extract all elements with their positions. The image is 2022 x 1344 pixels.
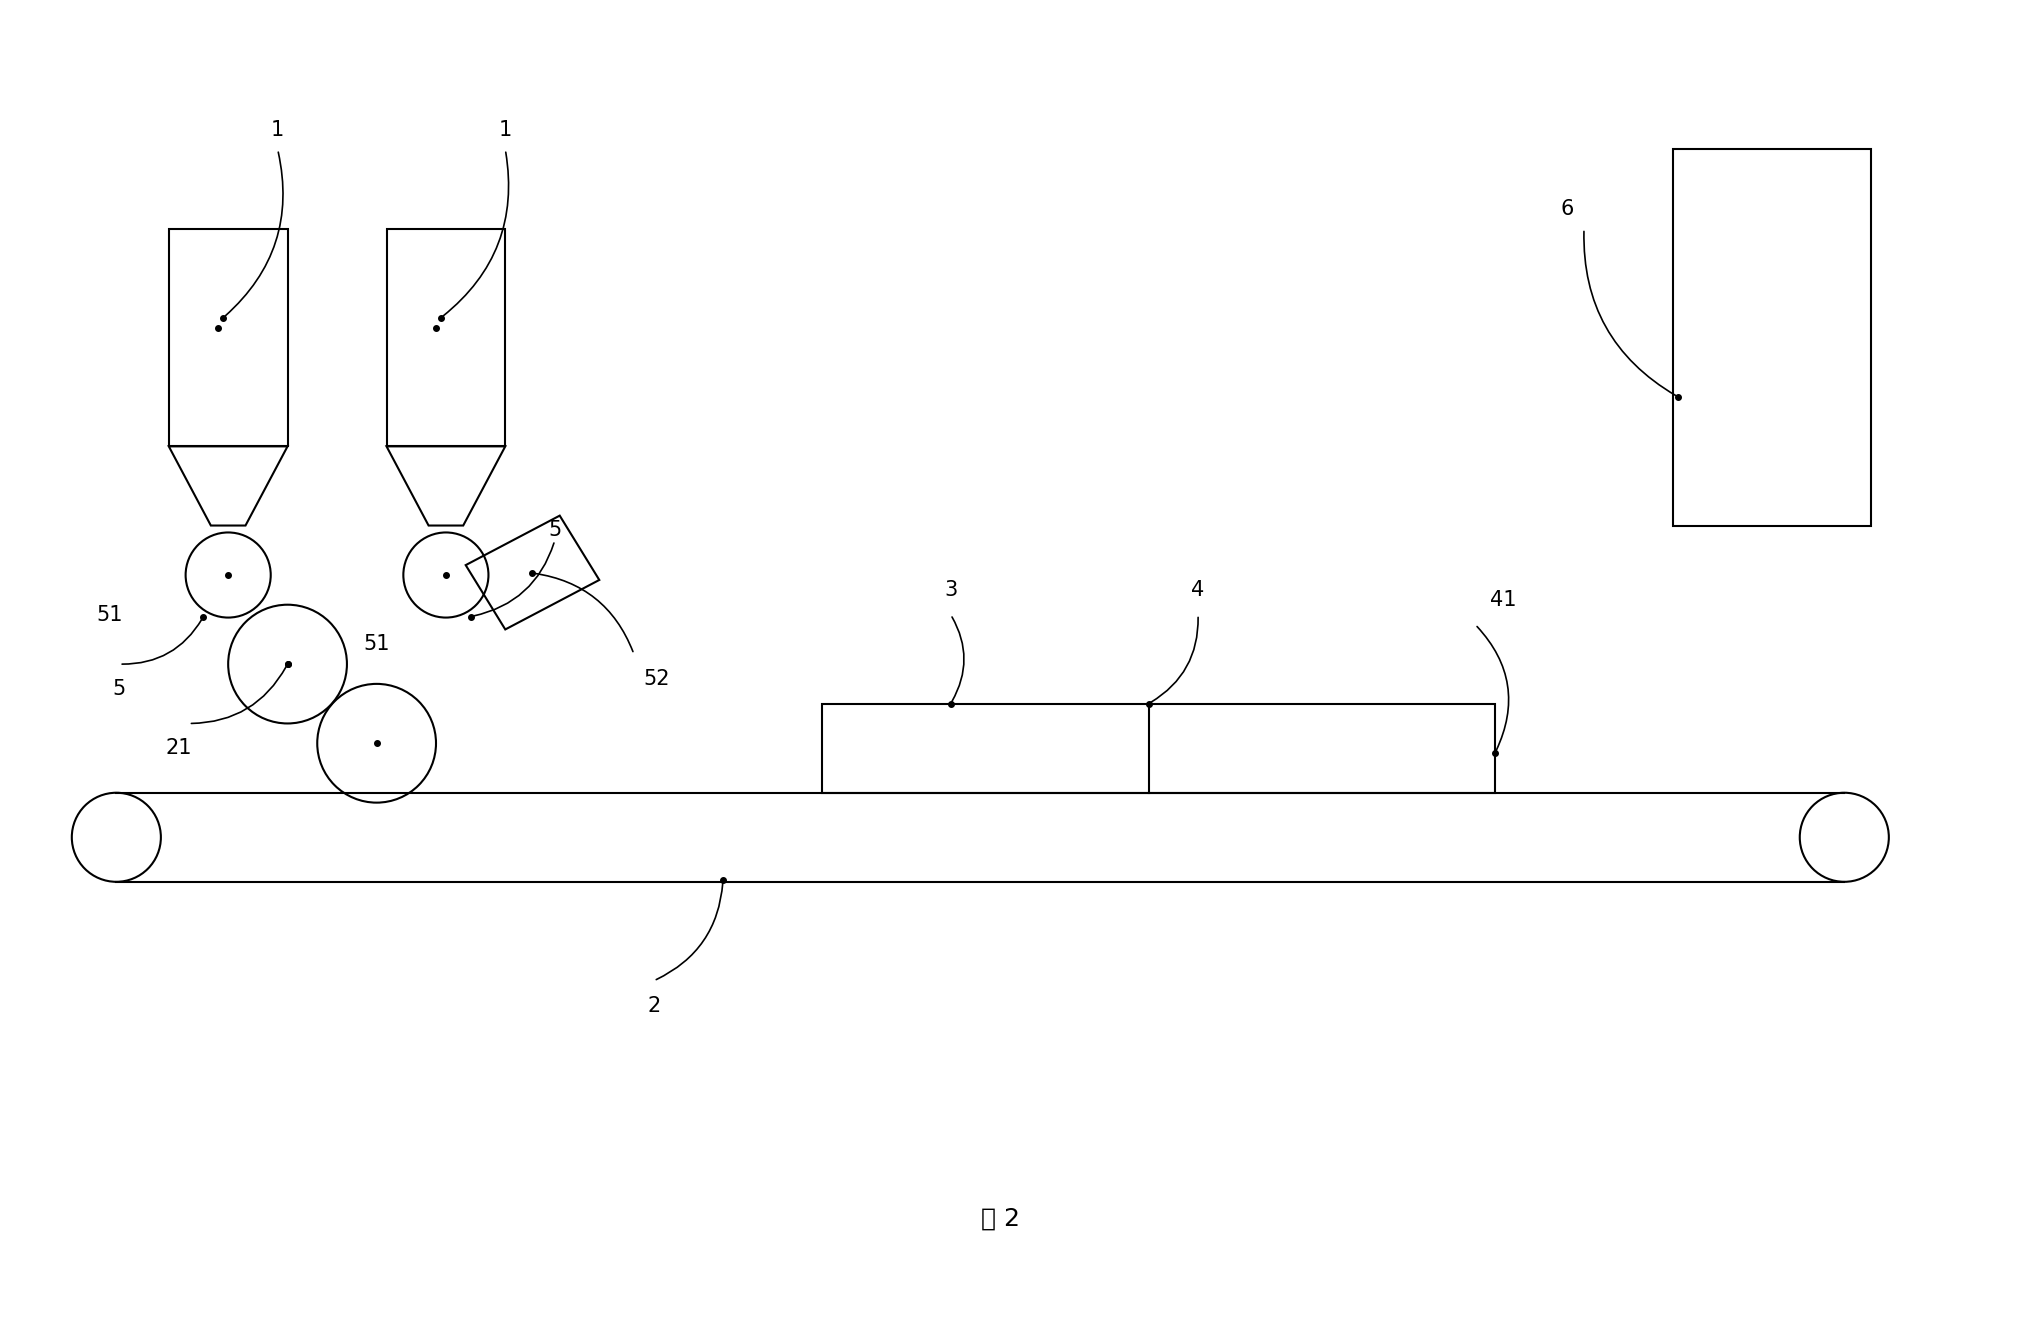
- Bar: [1672, 149, 1870, 526]
- Text: 4: 4: [1191, 579, 1205, 599]
- Text: 5: 5: [548, 520, 562, 540]
- Text: 3: 3: [944, 579, 956, 599]
- Text: 1: 1: [271, 120, 285, 140]
- Text: 1: 1: [499, 120, 512, 140]
- Bar: [386, 228, 506, 446]
- Bar: [168, 228, 287, 446]
- Text: 21: 21: [166, 738, 192, 758]
- Text: 51: 51: [364, 634, 390, 655]
- Bar: [823, 704, 1494, 793]
- Text: 52: 52: [643, 669, 671, 689]
- Text: 51: 51: [97, 605, 123, 625]
- Text: 41: 41: [1490, 590, 1516, 610]
- Text: 6: 6: [1561, 199, 1573, 219]
- Text: 图 2: 图 2: [981, 1207, 1019, 1230]
- Text: 5: 5: [113, 679, 125, 699]
- Text: 2: 2: [647, 996, 661, 1016]
